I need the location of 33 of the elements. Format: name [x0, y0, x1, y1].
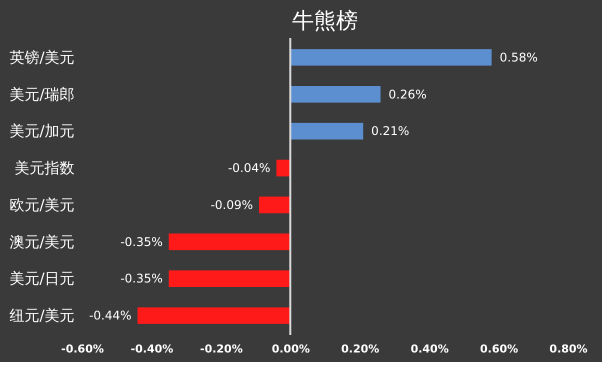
bar: [168, 270, 290, 288]
chart-title: 牛熊榜: [292, 9, 358, 34]
data-label: -0.09%: [210, 198, 254, 212]
x-tick-label: -0.60%: [61, 342, 104, 356]
x-tick-label: 0.40%: [410, 342, 449, 356]
bar: [276, 160, 290, 176]
data-label: 0.26%: [388, 87, 427, 102]
bar: [290, 122, 364, 140]
y-tick-label: 英镑/美元: [9, 48, 74, 66]
bar: [290, 49, 492, 66]
y-tick-label: 美元/日元: [9, 270, 74, 288]
x-tick-label: -0.20%: [200, 342, 243, 356]
data-label: 0.21%: [371, 124, 410, 138]
y-tick-label: 澳元/美元: [9, 232, 74, 251]
data-label: 0.58%: [500, 50, 538, 64]
bar: [290, 86, 381, 103]
y-tick-label: 美元/瑞郎: [9, 85, 74, 104]
y-tick-label: 纽元/美元: [9, 306, 74, 325]
data-label: -0.35%: [120, 234, 163, 249]
y-tick-label: 美元/加元: [9, 122, 74, 140]
data-label: -0.44%: [89, 308, 132, 323]
data-label: -0.04%: [228, 161, 270, 176]
y-tick-label: 欧元/美元: [9, 196, 74, 214]
x-tick-label: 0.20%: [341, 342, 380, 356]
y-tick-label: 美元指数: [14, 159, 74, 178]
bar: [168, 234, 290, 250]
x-tick-label: -0.40%: [130, 342, 174, 356]
bar: [259, 196, 290, 214]
x-tick-label: 0.00%: [272, 342, 310, 356]
x-tick-label: 0.80%: [549, 342, 588, 356]
x-tick-label: 0.60%: [480, 342, 518, 356]
bar: [138, 307, 290, 324]
data-label: -0.35%: [120, 272, 163, 286]
